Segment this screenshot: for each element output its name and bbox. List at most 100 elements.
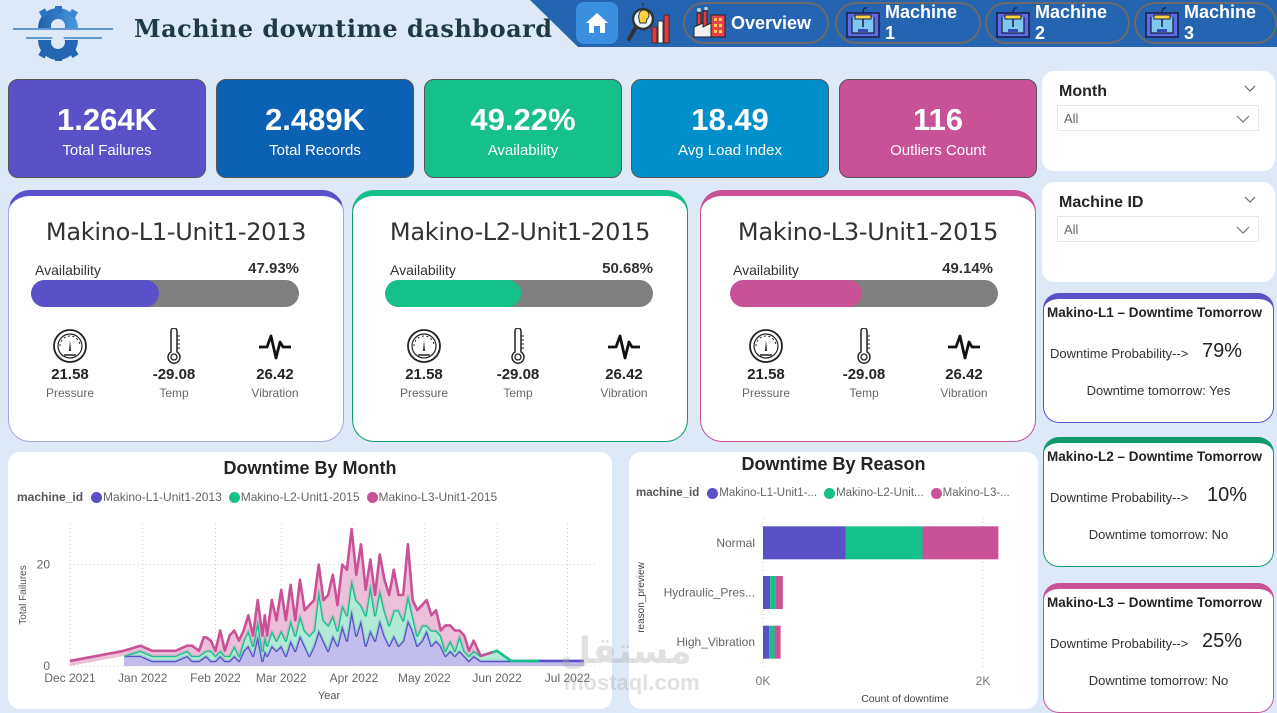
temp-label: Temp xyxy=(849,386,879,400)
x-tick-label: Dec 2021 xyxy=(44,671,96,685)
availability-label: Availability xyxy=(733,262,799,278)
slicer-title: Month xyxy=(1059,83,1107,100)
nav-overview-button[interactable]: Overview xyxy=(683,2,829,44)
pressure-metric: 21.58 Pressure xyxy=(25,328,115,400)
bar-segment xyxy=(770,576,776,609)
nav-machine-2-button[interactable]: Machine 2 xyxy=(985,2,1130,44)
legend-item[interactable]: Makino-L2-Unit... xyxy=(824,487,924,499)
thermometer-icon xyxy=(129,328,219,364)
thermometer-icon xyxy=(819,328,909,364)
kpi-value: 49.22% xyxy=(470,102,576,137)
availability-value: 49.14% xyxy=(942,260,993,277)
prediction-card-l1: Makino-L1 – Downtime Tomorrow Downtime P… xyxy=(1043,293,1274,423)
x-tick-label: Jul 2022 xyxy=(545,671,591,685)
home-icon xyxy=(586,13,608,33)
vibration-value: 26.42 xyxy=(605,366,643,383)
nav-machine-3-button[interactable]: Machine 3 xyxy=(1134,2,1277,44)
machine-card-l3: Makino-L3-Unit1-2015 Availability 49.14%… xyxy=(700,190,1036,442)
x-tick-label: Jan 2022 xyxy=(118,671,168,685)
vibration-label: Vibration xyxy=(251,386,299,400)
vibration-metric: 26.42 Vibration xyxy=(919,328,1009,400)
nav-machine-1-button[interactable]: Machine 1 xyxy=(835,2,981,44)
month-dropdown[interactable]: All xyxy=(1057,105,1259,131)
x-tick-label: 2K xyxy=(976,674,991,688)
pressure-gauge-icon xyxy=(25,328,115,364)
pressure-metric: 21.58 Pressure xyxy=(721,328,811,400)
chevron-down-icon[interactable] xyxy=(1243,81,1257,95)
temp-value: -29.08 xyxy=(842,366,886,383)
downtime-tomorrow-status: Downtime tomorrow: No xyxy=(1088,673,1229,688)
kpi-label: Total Failures xyxy=(62,142,152,159)
legend-item[interactable]: Makino-L3-Unit1-2015 xyxy=(366,490,498,504)
y-tick-label: 20 xyxy=(37,558,51,572)
machine-icon xyxy=(1145,7,1179,38)
vibration-label: Vibration xyxy=(600,386,648,400)
kpi-value: 1.264K xyxy=(57,102,157,137)
x-axis-title: Count of downtime xyxy=(861,693,949,705)
kpi-outliers-count: 116 Outliers Count xyxy=(839,79,1037,178)
kpi-label: Availability xyxy=(487,142,559,159)
nav-machine-3-label: Machine 3 xyxy=(1184,2,1257,43)
temp-metric: -29.08 Temp xyxy=(129,328,219,400)
legend-label: Makino-L2-Unit... xyxy=(836,487,924,499)
legend-label: Makino-L3-Unit1-2015 xyxy=(378,490,498,504)
x-tick-label: Apr 2022 xyxy=(330,671,379,685)
bar-segment xyxy=(769,625,775,659)
availability-value: 50.68% xyxy=(602,260,653,277)
machine-name: Makino-L3-Unit1-2015 xyxy=(737,218,999,246)
chevron-down-icon[interactable] xyxy=(1243,192,1257,206)
prediction-card-l2: Makino-L2 – Downtime Tomorrow Downtime P… xyxy=(1043,437,1274,567)
chevron-down-icon xyxy=(1236,115,1250,123)
legend-item[interactable]: Makino-L1-Unit1-2013 xyxy=(91,490,222,504)
series-area xyxy=(123,610,584,666)
bar-segment xyxy=(922,526,999,560)
temp-value: -29.08 xyxy=(496,366,540,383)
downtime-tomorrow-status: Downtime tomorrow: Yes xyxy=(1086,383,1231,398)
insight-magnifier-chart-icon xyxy=(627,3,670,44)
kpi-value: 2.489K xyxy=(265,102,365,137)
pressure-value: 21.58 xyxy=(747,366,785,383)
nav-overview-label: Overview xyxy=(731,12,812,33)
thermometer-icon xyxy=(473,328,563,364)
downtime-by-month-panel: Downtime By Month machine_id Makino-L1-U… xyxy=(8,452,612,709)
legend-label: Makino-L2-Unit1-2015 xyxy=(240,490,360,504)
dropdown-value: All xyxy=(1064,110,1079,126)
availability-label: Availability xyxy=(35,262,101,278)
home-button[interactable] xyxy=(576,2,618,44)
pressure-value: 21.58 xyxy=(51,366,89,383)
y-axis-title: Total Failures xyxy=(18,565,29,624)
legend-label: Makino-L1-Unit1-2013 xyxy=(103,490,222,504)
insights-button[interactable] xyxy=(625,3,671,45)
legend-title: machine_id xyxy=(636,487,700,499)
pressure-label: Pressure xyxy=(741,386,791,400)
legend-item[interactable]: Makino-L3-... xyxy=(930,487,1010,499)
bar-segment xyxy=(763,526,846,560)
kpi-total-failures: 1.264K Total Failures xyxy=(8,79,206,178)
pressure-gauge-icon xyxy=(721,328,811,364)
machine-id-dropdown[interactable]: All xyxy=(1057,216,1259,242)
bar-segment xyxy=(775,576,783,609)
legend-dot xyxy=(366,491,378,503)
kpi-value: 116 xyxy=(912,102,963,137)
chart-legend: machine_id Makino-L1-Unit1-... Makino-L2… xyxy=(636,487,1013,499)
category-label: Hydraulic_Pres... xyxy=(664,586,755,600)
downtime-by-month-chart[interactable]: Dec 2021 Jan 2022 Feb 2022 Mar 2022 Apr 2022… xyxy=(8,452,612,709)
machine-name: Makino-L2-Unit1-2015 xyxy=(389,218,651,246)
availability-label: Availability xyxy=(390,262,456,278)
month-slicer: Month All xyxy=(1042,71,1275,171)
vibration-metric: 26.42 Vibration xyxy=(230,328,320,400)
x-tick-label: Mar 2022 xyxy=(256,671,307,685)
pressure-value: 21.58 xyxy=(405,366,443,383)
downtime-by-reason-panel: Downtime By Reason machine_id Makino-L1-… xyxy=(629,452,1038,709)
legend-item[interactable]: Makino-L1-Unit1-... xyxy=(707,487,817,499)
legend-dot xyxy=(707,487,719,499)
series-line xyxy=(69,527,493,663)
probability-label: Downtime Probability--> xyxy=(1050,636,1189,651)
downtime-by-reason-chart[interactable]: 0K 2K Count of downtime reason_preview Norma… xyxy=(629,452,1038,709)
availability-bar-fill xyxy=(31,280,160,307)
chart-legend: machine_id Makino-L1-Unit1-2013 Makino-L… xyxy=(17,490,500,504)
legend-dot xyxy=(91,491,103,503)
machine-card-l1: Makino-L1-Unit1-2013 Availability 47.93%… xyxy=(8,190,344,442)
legend-item[interactable]: Makino-L2-Unit1-2015 xyxy=(228,490,360,504)
legend-dot xyxy=(824,487,836,499)
